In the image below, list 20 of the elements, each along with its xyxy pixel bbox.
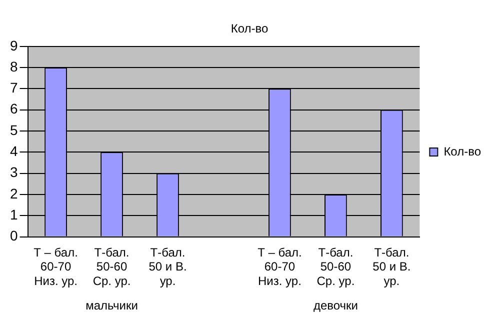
- y-tick-label: 2: [10, 185, 18, 202]
- text: мальчики: [86, 298, 138, 312]
- y-tick-label: 9: [10, 37, 18, 54]
- y-tick-label: 0: [10, 228, 18, 244]
- x-tick-label: Т-бал. 50 и В. ур.: [148, 245, 187, 288]
- y-tick-label: 4: [10, 143, 18, 160]
- y-tick-label: 5: [10, 122, 18, 138]
- x-tick-label: Т-бал. 50-60 Ср. ур.: [316, 245, 355, 288]
- y-tick-label: 1: [10, 206, 18, 223]
- y-tick-label: 8: [10, 58, 18, 74]
- x-tick-label: Т-бал. 50-60 Ср. ур.: [92, 245, 131, 288]
- x-tick-label: Т – бал. 60-70 Низ. ур.: [34, 245, 78, 288]
- x-tick-label: Т – бал. 60-70 Низ. ур.: [258, 245, 302, 288]
- chart-title: Кол-во: [230, 22, 268, 36]
- y-tick-label: 7: [10, 80, 18, 96]
- legend-label: Кол-во: [444, 144, 482, 158]
- x-tick-label: Т-бал. 50 и В. ур.: [372, 245, 411, 288]
- y-tick-label: 6: [10, 100, 18, 117]
- text: девочки: [313, 298, 358, 312]
- y-tick-label: 3: [10, 164, 18, 180]
